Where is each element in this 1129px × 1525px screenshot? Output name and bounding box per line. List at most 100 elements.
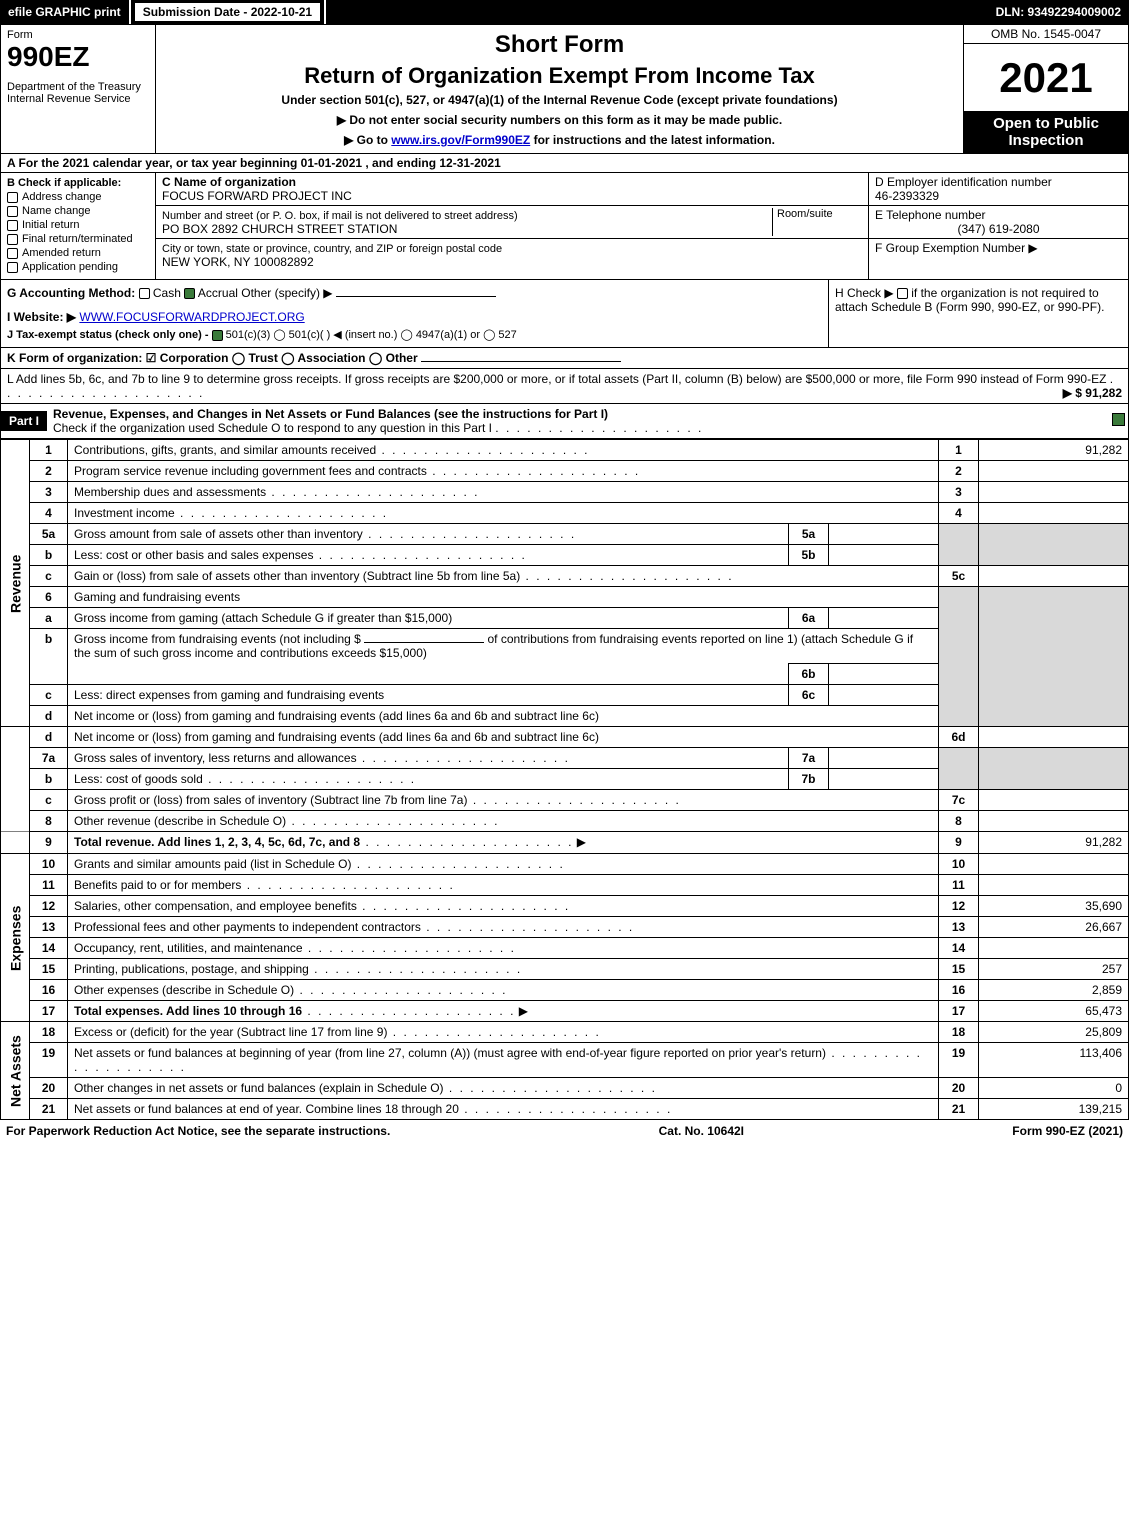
goto-pre: ▶ Go to (344, 133, 391, 147)
l11-val (979, 875, 1129, 896)
chk-schedule-b[interactable] (897, 288, 908, 299)
l17-desc: Total expenses. Add lines 10 through 16 (74, 1004, 302, 1018)
c-name-label: C Name of organization (162, 175, 296, 189)
part1-label: Part I (1, 411, 47, 431)
l16-desc: Other expenses (describe in Schedule O) (74, 983, 294, 997)
l5a-num: 5a (30, 524, 68, 545)
website-link[interactable]: WWW.FOCUSFORWARDPROJECT.ORG (79, 310, 304, 324)
form-title-block: Short Form Return of Organization Exempt… (156, 25, 963, 153)
goto-post: for instructions and the latest informat… (530, 133, 775, 147)
l5b-desc: Less: cost or other basis and sales expe… (74, 548, 313, 562)
l7c-num: c (30, 790, 68, 811)
form-number: 990EZ (7, 41, 149, 73)
efile-topbar: efile GRAPHIC print Submission Date - 20… (0, 0, 1129, 24)
chk-application-pending[interactable]: Application pending (7, 261, 149, 273)
part1-title-wrap: Revenue, Expenses, and Changes in Net As… (47, 404, 1108, 438)
l1-num: 1 (30, 440, 68, 461)
l12-num: 12 (30, 896, 68, 917)
l6c-desc: Less: direct expenses from gaming and fu… (74, 688, 384, 702)
revenue-vlabel-cont (1, 727, 30, 832)
chk-address-change[interactable]: Address change (7, 191, 149, 203)
chk-name-change[interactable]: Name change (7, 205, 149, 217)
l5c-rnum: 5c (939, 566, 979, 587)
lines-table-2: d Net income or (loss) from gaming and f… (0, 727, 1129, 1120)
chk-final-return[interactable]: Final return/terminated (7, 233, 149, 245)
footer-mid: Cat. No. 10642I (659, 1124, 744, 1138)
l19-rnum: 19 (939, 1043, 979, 1078)
chk-accrual[interactable] (184, 288, 195, 299)
footer-right: Form 990-EZ (2021) (1012, 1124, 1123, 1138)
l20-val: 0 (979, 1078, 1129, 1099)
l6-desc: Gaming and fundraising events (68, 587, 939, 608)
i-label: I Website: ▶ (7, 310, 76, 324)
l5c-num: c (30, 566, 68, 587)
expenses-vlabel: Expenses (1, 854, 30, 1022)
l4-num: 4 (30, 503, 68, 524)
l11-num: 11 (30, 875, 68, 896)
l9-num: 9 (30, 832, 68, 854)
l16-num: 16 (30, 980, 68, 1001)
netassets-vlabel: Net Assets (1, 1022, 30, 1120)
part1-check[interactable] (1108, 413, 1128, 429)
chk-cash[interactable] (139, 288, 150, 299)
l7b-desc: Less: cost of goods sold (74, 772, 203, 786)
ein-value: 46-2393329 (875, 189, 939, 203)
chk-amended-return[interactable]: Amended return (7, 247, 149, 259)
l7b-num: b (30, 769, 68, 790)
l5b-sub: 5b (789, 545, 829, 566)
l5b-num: b (30, 545, 68, 566)
l5a-sub: 5a (789, 524, 829, 545)
l9-val: 91,282 (979, 832, 1129, 854)
l12-rnum: 12 (939, 896, 979, 917)
l21-desc: Net assets or fund balances at end of ye… (74, 1102, 459, 1116)
l6b-num: b (30, 629, 68, 685)
l4-rnum: 4 (939, 503, 979, 524)
footer-left: For Paperwork Reduction Act Notice, see … (6, 1124, 390, 1138)
l5c-desc: Gain or (loss) from sale of assets other… (74, 569, 520, 583)
l3-num: 3 (30, 482, 68, 503)
efile-print[interactable]: efile GRAPHIC print (0, 0, 131, 24)
l1-desc: Contributions, gifts, grants, and simila… (74, 443, 376, 457)
dln: DLN: 93492294009002 (988, 0, 1129, 24)
g-left: G Accounting Method: Cash Accrual Other … (1, 280, 828, 347)
goto-note: ▶ Go to www.irs.gov/Form990EZ for instru… (162, 133, 957, 147)
chk-501c3[interactable] (212, 330, 223, 341)
short-form-label: Short Form (162, 31, 957, 59)
col-def: D Employer identification number 46-2393… (868, 173, 1128, 279)
l17-rnum: 17 (939, 1001, 979, 1022)
l3-rnum: 3 (939, 482, 979, 503)
tax-year: 2021 (964, 44, 1128, 111)
l8-rnum: 8 (939, 811, 979, 832)
l7a-sub: 7a (789, 748, 829, 769)
l8-desc: Other revenue (describe in Schedule O) (74, 814, 286, 828)
chk-initial-return[interactable]: Initial return (7, 219, 149, 231)
form-word: Form (7, 29, 149, 41)
section-gh: G Accounting Method: Cash Accrual Other … (0, 280, 1129, 348)
l14-desc: Occupancy, rent, utilities, and maintena… (74, 941, 303, 955)
l14-rnum: 14 (939, 938, 979, 959)
l12-val: 35,690 (979, 896, 1129, 917)
j-opts: 501(c)(3) ◯ 501(c)( ) ◀ (insert no.) ◯ 4… (226, 329, 517, 341)
l16-rnum: 16 (939, 980, 979, 1001)
l15-rnum: 15 (939, 959, 979, 980)
l6a-sub: 6a (789, 608, 829, 629)
l16-val: 2,859 (979, 980, 1129, 1001)
f-label: F Group Exemption Number ▶ (875, 241, 1038, 255)
phone-value: (347) 619-2080 (875, 222, 1122, 236)
revenue-vlabel: Revenue (1, 440, 30, 727)
g-label: G Accounting Method: (7, 286, 139, 300)
group-exemption-row: F Group Exemption Number ▶ (869, 239, 1128, 257)
tax-exempt-row: J Tax-exempt status (check only one) - 5… (7, 328, 822, 341)
part1-checknote: Check if the organization used Schedule … (53, 421, 492, 435)
row-k: K Form of organization: ☑ Corporation ◯ … (0, 348, 1129, 369)
irs-link[interactable]: www.irs.gov/Form990EZ (391, 133, 530, 147)
l6c-num: c (30, 685, 68, 706)
l6d-num: d (30, 706, 68, 727)
l7a-num: 7a (30, 748, 68, 769)
l2-rnum: 2 (939, 461, 979, 482)
l7a-desc: Gross sales of inventory, less returns a… (74, 751, 357, 765)
l6b-desc1: Gross income from fundraising events (no… (74, 632, 361, 646)
l19-val: 113,406 (979, 1043, 1129, 1078)
l7c-desc: Gross profit or (loss) from sales of inv… (74, 793, 467, 807)
l12-desc: Salaries, other compensation, and employ… (74, 899, 357, 913)
